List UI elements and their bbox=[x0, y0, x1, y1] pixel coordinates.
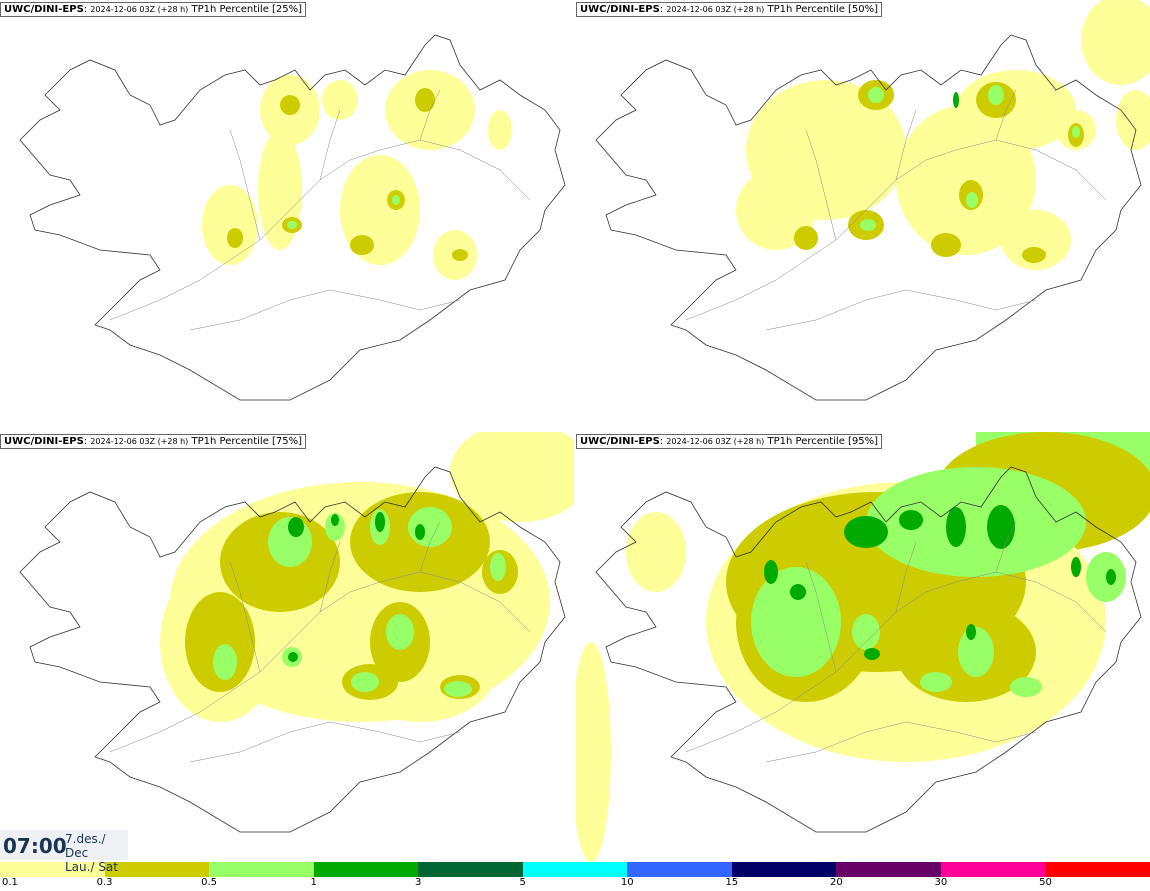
valid-time-box: 07:00 7.des./ Dec Lau./ Sat bbox=[0, 830, 128, 874]
precip-map bbox=[576, 432, 1150, 862]
valid-time: 07:00 bbox=[3, 834, 67, 858]
precip-fill bbox=[202, 70, 512, 280]
legend-swatch bbox=[627, 862, 732, 877]
legend-swatch bbox=[0, 862, 105, 877]
precip-fill bbox=[160, 432, 574, 722]
precip-map bbox=[19, 34, 566, 401]
road-network bbox=[685, 89, 1107, 331]
map-panel-p95: UWC/DINI-EPS: 2024-12-06 03Z (+28 h) TP1… bbox=[576, 432, 1150, 862]
legend-bar bbox=[0, 862, 1150, 877]
legend-swatch bbox=[104, 862, 210, 877]
valid-date-line1: 7.des./ Dec bbox=[65, 832, 106, 860]
legend-label: 5 bbox=[519, 877, 526, 888]
road-network bbox=[109, 89, 531, 331]
panel-title: UWC/DINI-EPS: 2024-12-06 03Z (+28 h) TP1… bbox=[576, 2, 883, 17]
precip-fill bbox=[736, 0, 1150, 270]
color-legend: 0.1 0.3 0.5 1 3 5 10 15 20 30 50 bbox=[0, 862, 1150, 891]
legend-label: 15 bbox=[725, 877, 739, 888]
map-panel-p25: UWC/DINI-EPS: 2024-12-06 03Z (+28 h) TP1… bbox=[0, 0, 574, 430]
legend-label: 10 bbox=[620, 877, 634, 888]
legend-label: 0.1 bbox=[2, 877, 18, 888]
panel-title: UWC/DINI-EPS: 2024-12-06 03Z (+28 h) TP1… bbox=[0, 434, 307, 449]
road-network bbox=[685, 521, 1107, 763]
legend-swatch bbox=[1045, 862, 1150, 877]
legend-swatch bbox=[940, 862, 1046, 877]
iceland-coastline bbox=[595, 466, 1142, 833]
legend-label: 3 bbox=[414, 877, 422, 888]
legend-swatch bbox=[522, 862, 628, 877]
iceland-coastline bbox=[19, 34, 566, 401]
legend-label: 1 bbox=[310, 877, 317, 888]
legend-swatch bbox=[836, 862, 941, 877]
iceland-coastline bbox=[19, 466, 566, 833]
map-panel-p50: UWC/DINI-EPS: 2024-12-06 03Z (+28 h) TP1… bbox=[576, 0, 1150, 430]
map-panel-p75: UWC/DINI-EPS: 2024-12-06 03Z (+28 h) TP1… bbox=[0, 432, 574, 862]
panel-title: UWC/DINI-EPS: 2024-12-06 03Z (+28 h) TP1… bbox=[576, 434, 883, 449]
panel-title: UWC/DINI-EPS: 2024-12-06 03Z (+28 h) TP1… bbox=[0, 2, 307, 17]
legend-swatch bbox=[313, 862, 419, 877]
valid-date-line2: Lau./ Sat bbox=[65, 860, 118, 874]
legend-label: 30 bbox=[934, 877, 948, 888]
legend-label: 20 bbox=[829, 877, 843, 888]
road-network bbox=[109, 521, 531, 763]
iceland-coastline bbox=[595, 34, 1142, 401]
legend-swatch bbox=[418, 862, 523, 877]
legend-label: 50 bbox=[1039, 877, 1052, 888]
legend-label: 0.3 bbox=[96, 877, 113, 888]
legend-swatch bbox=[731, 862, 837, 877]
legend-label: 0.5 bbox=[201, 877, 218, 888]
legend-swatch bbox=[209, 862, 314, 877]
precip-map bbox=[595, 0, 1150, 401]
precip-fill bbox=[576, 432, 1150, 862]
valid-date: 7.des./ Dec Lau./ Sat bbox=[65, 832, 128, 874]
precip-map bbox=[19, 432, 574, 833]
